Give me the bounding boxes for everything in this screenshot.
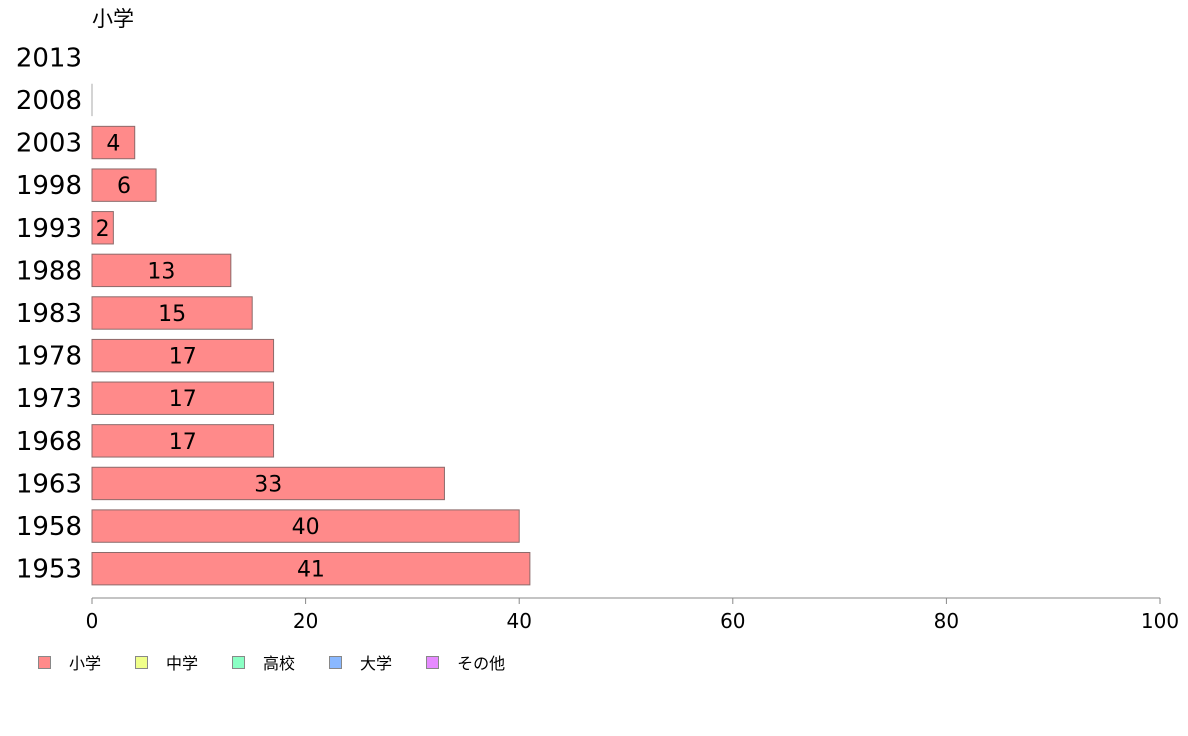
category-label: 1993	[16, 214, 82, 244]
bar	[91, 253, 232, 288]
bar	[91, 509, 520, 543]
bar	[91, 211, 114, 245]
legend-item: 高校	[232, 650, 295, 674]
bar	[91, 551, 531, 586]
x-tick-label: 0	[86, 609, 99, 633]
data-label: 40	[292, 515, 320, 540]
category-label: 1968	[16, 427, 82, 457]
data-label: 15	[158, 302, 186, 327]
bar	[91, 381, 275, 415]
data-label: 17	[169, 387, 197, 412]
bar	[91, 168, 157, 202]
bar-chart: 小学 2013 2008 2003 4 1998 6 1993 2 1988 13 1983 15 19…	[16, 7, 1179, 633]
bar	[91, 338, 275, 373]
data-label: 17	[169, 345, 197, 370]
legend-label: 中学	[166, 654, 199, 673]
category-label: 2008	[16, 86, 82, 116]
legend-swatch	[232, 655, 246, 669]
category-label: 1983	[16, 299, 82, 329]
legend-swatch	[329, 655, 343, 669]
data-label: 13	[147, 259, 175, 284]
data-label: 17	[169, 430, 197, 455]
legend-item: 大学	[329, 650, 392, 674]
x-tick-label: 60	[720, 609, 745, 633]
category-label: 2003	[16, 129, 82, 159]
legend-swatch	[135, 655, 149, 669]
category-label: 2013	[16, 43, 82, 73]
x-tick-label: 20	[293, 609, 318, 633]
x-tick-label: 100	[1141, 609, 1179, 633]
bar	[91, 424, 275, 458]
category-label: 1988	[16, 256, 82, 286]
chart-title: 小学	[92, 7, 134, 31]
data-label: 33	[254, 472, 282, 497]
legend-swatch	[426, 655, 440, 669]
category-label: 1963	[16, 469, 82, 499]
legend-label: 大学	[360, 654, 393, 673]
legend-item: その他	[426, 650, 505, 674]
data-label: 4	[106, 132, 120, 157]
legend-label: 高校	[263, 654, 296, 673]
legend-label: その他	[457, 654, 506, 673]
x-tick-label: 40	[506, 609, 531, 633]
category-label: 1998	[16, 171, 82, 201]
x-tick-label: 80	[934, 609, 959, 633]
category-label: 1958	[16, 512, 82, 542]
legend-swatch	[38, 655, 51, 669]
category-label: 1978	[16, 342, 82, 372]
category-label: 1973	[16, 384, 82, 414]
legend-item: 小学	[38, 650, 101, 674]
bar	[91, 466, 445, 501]
legend-label: 小学	[69, 654, 102, 673]
data-label: 41	[297, 558, 325, 583]
legend: 小学 中学 高校 大学 その他	[38, 650, 539, 674]
legend-item: 中学	[135, 650, 198, 674]
category-label: 1953	[16, 555, 82, 585]
data-label: 6	[117, 174, 131, 199]
bar	[91, 296, 253, 330]
bar	[91, 125, 136, 160]
data-label: 2	[96, 217, 110, 242]
